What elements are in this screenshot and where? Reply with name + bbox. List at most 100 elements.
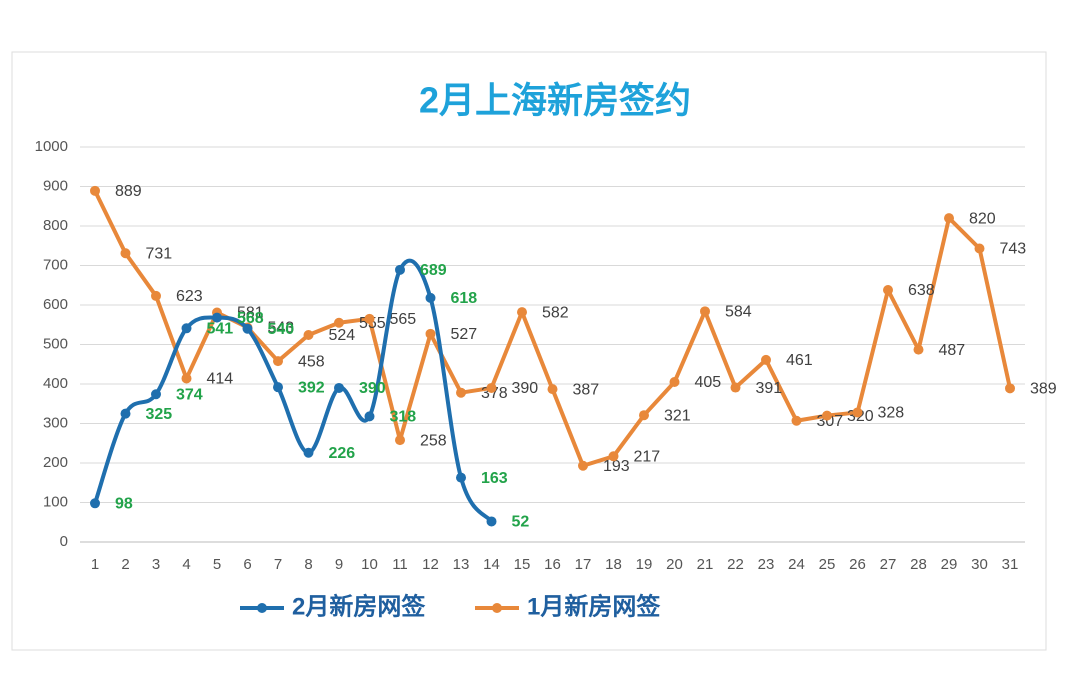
point [913,344,924,355]
point [151,389,161,400]
point [395,435,405,446]
data-label: 582 [542,304,569,321]
x-tick-label: 14 [483,556,500,573]
data-label: 543 [268,320,295,337]
y-tick-label: 700 [43,256,68,273]
x-tick-label: 11 [392,556,408,573]
data-label: 318 [390,409,417,426]
data-label: 527 [451,326,478,343]
data-label: 391 [756,380,783,397]
point [120,248,131,259]
y-tick-label: 600 [43,296,68,313]
point [425,292,436,303]
y-tick-label: 1000 [35,138,68,155]
x-tick-label: 26 [849,556,866,573]
point [273,356,283,367]
data-label: 458 [298,353,325,370]
y-tick-label: 800 [43,217,68,234]
data-label: 638 [908,282,935,299]
point [883,284,893,295]
data-label: 226 [329,445,356,462]
x-tick-label: 7 [274,556,282,573]
point [486,516,497,527]
data-label: 325 [146,406,173,423]
point [303,447,314,458]
chart-title: 2月上海新房签约 [419,80,691,121]
point [90,498,100,509]
data-label: 618 [451,290,478,307]
x-tick-label: 30 [971,556,988,573]
data-label: 390 [512,380,539,397]
point [700,306,710,317]
point [90,185,100,196]
point [730,382,741,393]
point [791,415,802,426]
point [303,330,314,341]
y-tick-label: 100 [43,493,68,510]
point [974,243,985,254]
point [517,307,527,318]
x-tick-label: 13 [453,556,470,573]
x-tick-label: 4 [182,556,190,573]
data-label: 541 [207,321,234,338]
x-tick-label: 24 [788,556,805,573]
point [364,411,375,422]
point [578,460,588,471]
point [242,323,253,334]
legend-label: 2月新房网签 [292,592,426,620]
x-tick-label: 6 [243,556,251,573]
point [364,313,375,324]
data-label: 461 [786,352,813,369]
x-tick-label: 22 [727,556,744,573]
point [486,382,497,393]
x-tick-label: 5 [213,556,221,573]
data-label: 217 [634,449,661,466]
x-tick-label: 16 [544,556,561,573]
point [761,354,771,365]
data-label: 52 [512,514,530,531]
x-tick-label: 2 [121,556,129,573]
data-label: 405 [695,374,722,391]
legend-marker [492,603,502,613]
point [395,264,405,275]
point [456,387,466,398]
x-tick-label: 12 [422,556,439,573]
x-tick-label: 10 [361,556,378,573]
point [151,290,161,301]
x-tick-label: 19 [636,556,653,573]
x-tick-label: 18 [605,556,622,573]
data-label: 581 [237,305,264,322]
point [547,384,558,395]
point [608,451,619,462]
x-tick-label: 1 [91,556,99,573]
data-label: 689 [420,262,447,279]
x-tick-label: 8 [304,556,312,573]
y-tick-label: 200 [43,454,68,471]
data-label: 584 [725,304,752,321]
data-label: 193 [603,458,630,475]
data-label: 414 [207,371,234,388]
point [852,407,863,418]
data-label: 321 [664,407,691,424]
data-label: 98 [115,496,133,513]
legend-label: 1月新房网签 [527,592,661,620]
data-label: 387 [573,381,600,398]
point [944,213,954,224]
y-tick-label: 400 [43,375,68,392]
data-label: 392 [298,379,325,396]
x-tick-label: 29 [941,556,958,573]
x-tick-label: 21 [697,556,714,573]
data-label: 568 [237,310,264,327]
data-label: 374 [176,386,203,403]
data-label: 820 [969,210,996,227]
data-label: 623 [176,288,203,305]
data-label: 524 [329,327,356,344]
x-tick-label: 27 [880,556,897,573]
data-label: 565 [390,311,417,328]
y-tick-label: 0 [60,533,68,550]
y-tick-label: 500 [43,335,68,352]
x-tick-label: 31 [1002,556,1019,573]
x-tick-label: 20 [666,556,683,573]
data-label: 487 [939,342,966,359]
x-tick-label: 15 [514,556,531,573]
